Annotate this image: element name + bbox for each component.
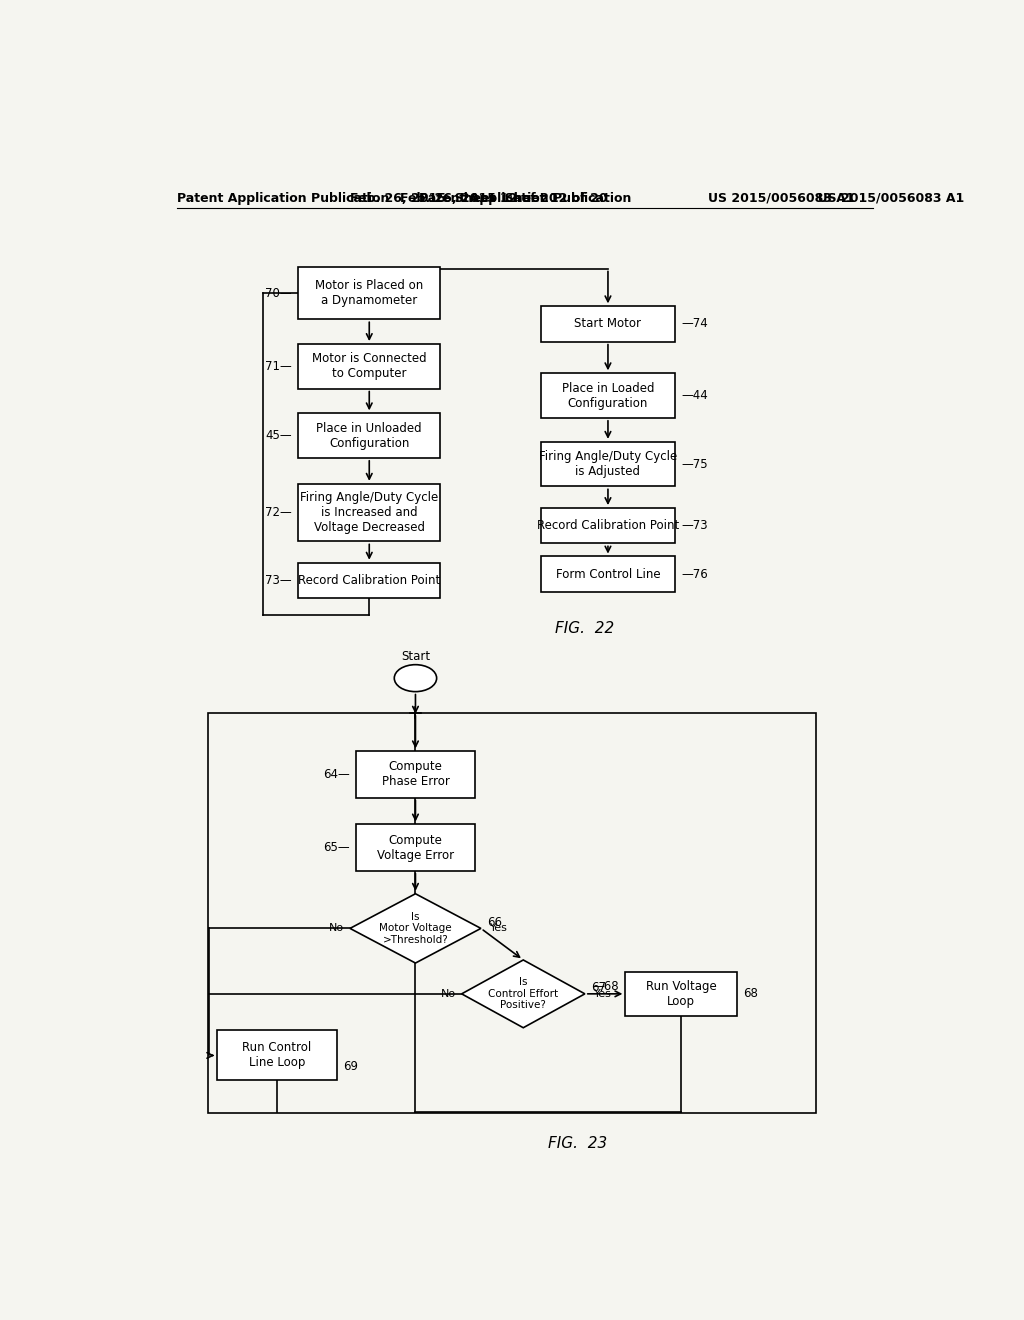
Text: —75: —75: [682, 458, 709, 471]
Text: 73—: 73—: [265, 574, 292, 587]
Text: No: No: [329, 924, 344, 933]
Bar: [298, 267, 440, 319]
Text: FIG.  23: FIG. 23: [548, 1137, 607, 1151]
Text: 64—: 64—: [323, 768, 349, 781]
Text: No: No: [440, 989, 456, 999]
Text: Patent Application Publication: Patent Application Publication: [177, 191, 389, 205]
Bar: [541, 442, 676, 487]
Text: Firing Angle/Duty Cycle
is Increased and
Voltage Decreased: Firing Angle/Duty Cycle is Increased and…: [300, 491, 438, 535]
Text: Record Calibration Point: Record Calibration Point: [537, 519, 679, 532]
Text: Start Motor: Start Motor: [574, 317, 641, 330]
Text: Firing Angle/Duty Cycle
is Adjusted: Firing Angle/Duty Cycle is Adjusted: [539, 450, 677, 478]
Text: 45—: 45—: [265, 429, 292, 442]
Text: Is
Motor Voltage
>Threshold?: Is Motor Voltage >Threshold?: [379, 912, 452, 945]
Polygon shape: [462, 960, 585, 1028]
Text: Motor is Connected
to Computer: Motor is Connected to Computer: [312, 352, 427, 380]
Ellipse shape: [394, 665, 436, 692]
Polygon shape: [350, 894, 481, 964]
Text: Run Voltage
Loop: Run Voltage Loop: [646, 979, 717, 1008]
Bar: [208, 713, 816, 1113]
Text: Feb. 26, 2015  Sheet 12 of 20                                                US : Feb. 26, 2015 Sheet 12 of 20 US: [85, 191, 965, 205]
Bar: [298, 562, 440, 598]
Text: 68: 68: [743, 987, 758, 1001]
Bar: [541, 306, 676, 342]
Text: Compute
Voltage Error: Compute Voltage Error: [377, 833, 454, 862]
Text: —76: —76: [682, 568, 709, 581]
Bar: [541, 508, 676, 544]
Text: Is
Control Effort
Positive?: Is Control Effort Positive?: [488, 977, 558, 1010]
Text: Yes: Yes: [594, 989, 612, 999]
Text: Yes: Yes: [490, 924, 508, 933]
Bar: [298, 345, 440, 388]
Text: Run Control
Line Loop: Run Control Line Loop: [243, 1041, 311, 1069]
Text: Form Control Line: Form Control Line: [556, 568, 660, 581]
Text: —74: —74: [682, 317, 709, 330]
Text: —44: —44: [682, 389, 709, 403]
Text: Compute
Phase Error: Compute Phase Error: [382, 760, 450, 788]
Text: Patent Application Publication: Patent Application Publication: [419, 191, 631, 205]
Text: Record Calibration Point: Record Calibration Point: [298, 574, 440, 587]
Text: Place in Unloaded
Configuration: Place in Unloaded Configuration: [316, 421, 422, 450]
Text: 70—: 70—: [265, 286, 292, 300]
Bar: [626, 972, 737, 1016]
Text: Motor is Placed on
a Dynamometer: Motor is Placed on a Dynamometer: [315, 279, 423, 308]
Bar: [541, 374, 676, 418]
Text: Place in Loaded
Configuration: Place in Loaded Configuration: [562, 381, 654, 409]
Text: FIG.  22: FIG. 22: [555, 620, 614, 636]
Bar: [217, 1031, 337, 1081]
Bar: [298, 483, 440, 541]
Text: 66: 66: [487, 916, 502, 929]
Text: 72—: 72—: [265, 506, 292, 519]
Text: Start: Start: [401, 649, 430, 663]
Bar: [298, 413, 440, 458]
Text: Feb. 26, 2015  Sheet 12 of 20: Feb. 26, 2015 Sheet 12 of 20: [350, 191, 558, 205]
Text: US 2015/0056083 A1: US 2015/0056083 A1: [708, 191, 855, 205]
Bar: [355, 825, 475, 871]
Bar: [355, 751, 475, 797]
Text: —73: —73: [682, 519, 709, 532]
Bar: [541, 557, 676, 591]
Text: 69: 69: [343, 1060, 357, 1073]
Text: 67: 67: [591, 981, 606, 994]
Text: —68: —68: [593, 979, 620, 993]
Text: 65—: 65—: [323, 841, 349, 854]
Text: 71—: 71—: [265, 360, 292, 372]
